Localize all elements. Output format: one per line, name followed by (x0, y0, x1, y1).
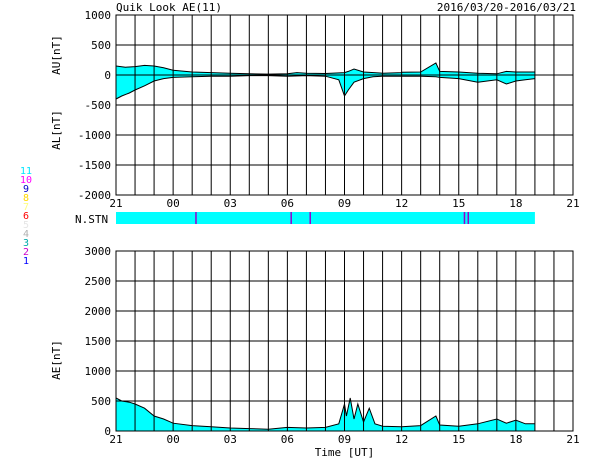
x-tick-label: 06 (281, 197, 294, 210)
x-tick-label: 06 (281, 433, 294, 446)
x-axis-title: Time [UT] (315, 446, 375, 459)
y-tick-label: 2000 (85, 305, 112, 318)
x-tick-label: 09 (338, 197, 351, 210)
x-tick-label: 03 (224, 433, 237, 446)
y-tick-label: -1500 (78, 159, 111, 172)
station-legend-number: 9 (23, 184, 29, 195)
y-tick-label: -500 (85, 99, 112, 112)
date-range: 2016/03/20-2016/03/21 (436, 1, 576, 14)
x-tick-label: 12 (395, 197, 408, 210)
y-tick-label: 2500 (85, 275, 112, 288)
station-legend-number: 8 (23, 193, 29, 204)
y-tick-label: 0 (104, 425, 111, 438)
ae-axis-label: AE[nT] (50, 340, 63, 380)
x-tick-label: 12 (395, 433, 408, 446)
au-area (116, 63, 535, 75)
x-tick-label: 15 (452, 197, 465, 210)
station-legend-number: 4 (23, 229, 29, 240)
x-tick-label: 18 (509, 433, 522, 446)
station-legend-number: 6 (23, 211, 29, 222)
x-tick-label: 03 (224, 197, 237, 210)
station-legend-number: 3 (23, 238, 29, 249)
y-tick-label: -1000 (78, 129, 111, 142)
station-legend-number: 1 (23, 256, 29, 267)
chart-title: Quik Look AE(11) (116, 1, 222, 14)
x-tick-label: 00 (167, 433, 180, 446)
y-tick-label: 3000 (85, 245, 112, 258)
station-legend-number: 10 (20, 175, 32, 186)
station-label: N.STN (75, 213, 108, 226)
au-line (115, 62, 535, 75)
au-axis-label: AU[nT] (50, 35, 63, 75)
al-axis-label: AL[nT] (50, 110, 63, 150)
y-tick-label: 1500 (85, 335, 112, 348)
x-tick-label: 21 (109, 433, 122, 446)
station-bar (116, 212, 535, 224)
y-tick-label: 500 (91, 39, 111, 52)
station-legend-number: 5 (23, 220, 29, 231)
ae-area (116, 398, 535, 431)
y-tick-label: 1000 (85, 365, 112, 378)
al-line (115, 75, 535, 100)
plot-frame (115, 250, 574, 432)
y-tick-label: 500 (91, 395, 111, 408)
x-tick-label: 18 (509, 197, 522, 210)
x-tick-label: 09 (338, 433, 351, 446)
plot-frame (115, 14, 574, 196)
y-tick-label: 1000 (85, 9, 112, 22)
x-tick-label: 21 (109, 197, 122, 210)
station-legend-number: 2 (23, 247, 29, 258)
y-tick-label: 0 (104, 69, 111, 82)
x-tick-label: 21 (566, 433, 579, 446)
al-area (116, 75, 535, 99)
x-tick-label: 21 (566, 197, 579, 210)
station-legend-number: 11 (20, 166, 32, 177)
x-tick-label: 00 (167, 197, 180, 210)
y-tick-label: -2000 (78, 189, 111, 202)
station-legend-number: 7 (23, 202, 29, 213)
x-tick-label: 15 (452, 433, 465, 446)
